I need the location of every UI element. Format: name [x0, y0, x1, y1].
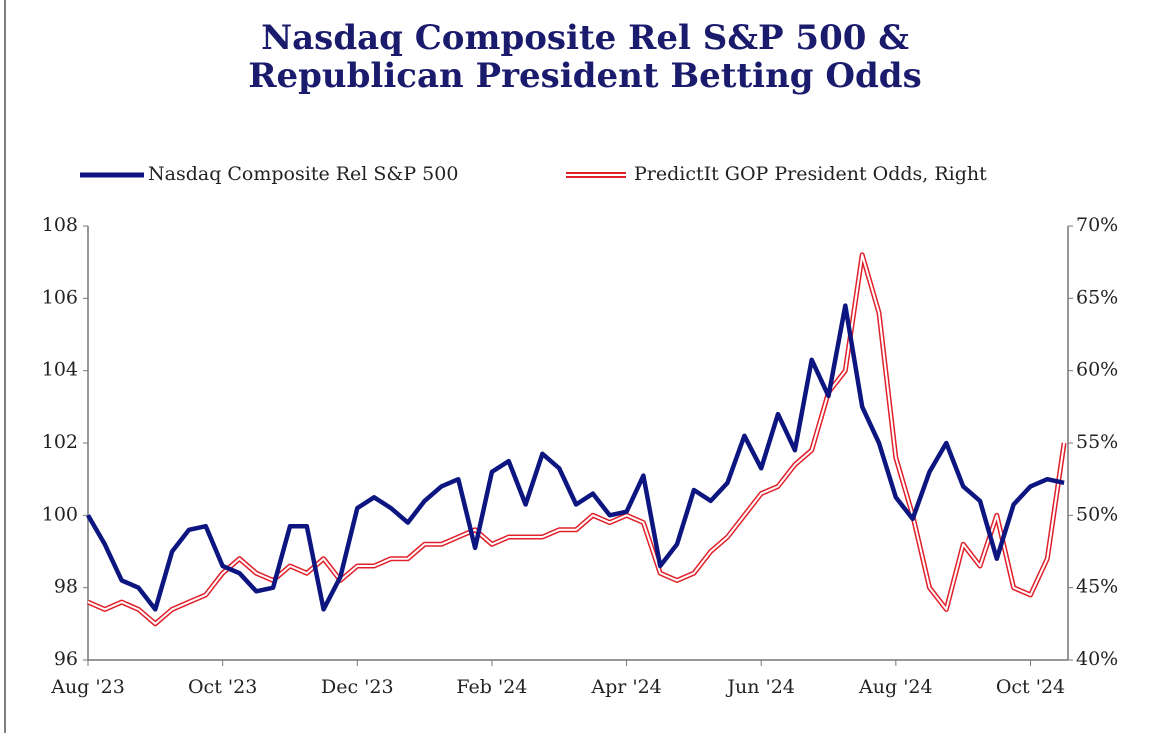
- series-line: [86, 303, 1065, 612]
- x-tick-label: Aug '24: [858, 676, 933, 698]
- y2-tick-label: 50%: [1076, 503, 1118, 525]
- x-tick-label: Feb '24: [456, 676, 527, 698]
- y2-tick-label: 65%: [1076, 286, 1118, 308]
- x-tick-label: Oct '23: [188, 676, 257, 698]
- y2-tick-label: 60%: [1076, 359, 1118, 381]
- y-tick-label: 108: [42, 214, 78, 236]
- y2-tick-label: 55%: [1076, 431, 1118, 453]
- chart-title: Republican President Betting Odds: [248, 56, 921, 96]
- x-tick-label: Oct '24: [996, 676, 1065, 698]
- y-tick-label: 96: [54, 648, 78, 670]
- legend-label: PredictIt GOP President Odds, Right: [634, 163, 987, 185]
- y2-tick-label: 45%: [1076, 576, 1118, 598]
- y-tick-label: 100: [42, 503, 78, 525]
- chart-title: Nasdaq Composite Rel S&P 500 &: [261, 18, 909, 58]
- x-tick-label: Dec '23: [321, 676, 394, 698]
- y-tick-label: 104: [42, 359, 78, 381]
- y2-tick-label: 40%: [1076, 648, 1118, 670]
- y-tick-label: 106: [42, 286, 78, 308]
- y-tick-label: 98: [54, 576, 78, 598]
- x-tick-label: Aug '23: [50, 676, 125, 698]
- series-line-inner: [87, 253, 1066, 625]
- y2-tick-label: 70%: [1076, 214, 1118, 236]
- legend-label: Nasdaq Composite Rel S&P 500: [148, 163, 458, 185]
- x-tick-label: Jun '24: [725, 676, 795, 698]
- y-tick-label: 102: [42, 431, 78, 453]
- series-line: [87, 252, 1067, 627]
- x-tick-label: Apr '24: [590, 676, 661, 698]
